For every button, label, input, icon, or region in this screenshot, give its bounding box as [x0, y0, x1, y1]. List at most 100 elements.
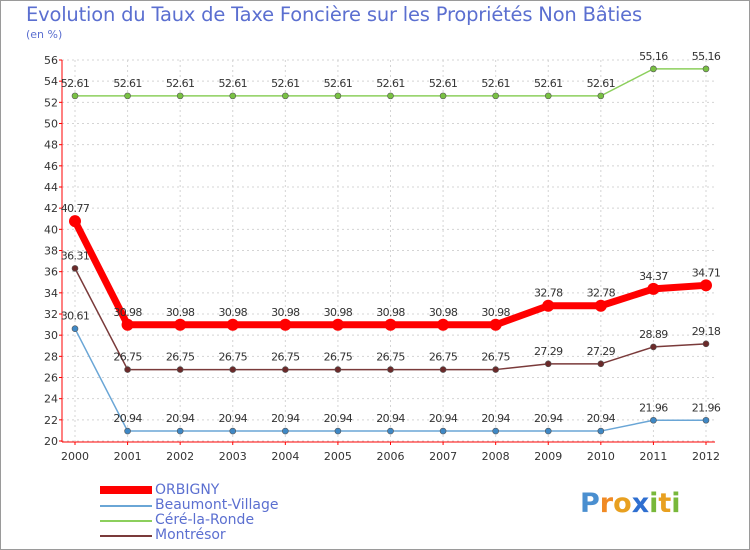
y-tick-label: 52 [44, 96, 58, 109]
data-label: 20.94 [534, 412, 563, 425]
data-label: 52.61 [61, 77, 90, 90]
x-tick-label: 2011 [639, 450, 667, 463]
data-point [492, 92, 499, 100]
x-tick-label: 2003 [219, 450, 247, 463]
data-label: 26.75 [113, 351, 142, 364]
data-point [647, 282, 660, 295]
data-label: 20.94 [324, 412, 353, 425]
data-label: 26.75 [166, 351, 195, 364]
data-point [176, 427, 184, 435]
data-point [226, 318, 239, 331]
legend-swatch-cere-la-ronde [100, 520, 152, 522]
data-point [124, 366, 131, 373]
data-point [387, 427, 394, 435]
data-point [700, 279, 712, 292]
data-point [439, 366, 447, 373]
data-label: 27.29 [587, 345, 616, 358]
y-tick-label: 24 [44, 393, 58, 406]
y-tick-label: 30 [44, 329, 58, 342]
y-tick-label: 42 [44, 202, 58, 215]
data-label: 52.61 [271, 77, 300, 90]
legend-label-montresor: Montrésor [155, 527, 226, 543]
data-point [124, 427, 131, 435]
x-tick-label: 2012 [692, 450, 720, 463]
legend-label-orbigny: ORBIGNY [155, 482, 220, 498]
y-tick-label: 50 [44, 118, 58, 131]
data-label: 29.18 [692, 325, 721, 338]
data-label: 30.98 [481, 306, 510, 319]
data-point [176, 366, 184, 373]
data-point [282, 427, 289, 435]
data-point [331, 318, 344, 331]
x-tick-label: 2005 [324, 450, 352, 463]
y-tick-label: 34 [44, 287, 58, 300]
y-tick-label: 20 [44, 435, 58, 448]
data-point [594, 299, 607, 312]
y-tick-label: 22 [44, 414, 58, 427]
data-label: 30.98 [376, 306, 405, 319]
data-point [279, 318, 292, 331]
data-label: 52.61 [429, 77, 458, 90]
data-point [71, 325, 79, 333]
data-point [229, 366, 237, 373]
legend-label-cere-la-ronde: Céré-la-Ronde [155, 512, 255, 528]
data-label: 55.16 [639, 50, 668, 63]
data-point [71, 265, 79, 272]
y-tick-label: 28 [44, 350, 58, 363]
data-label: 52.61 [376, 77, 405, 90]
logo-letter: o [613, 488, 632, 519]
data-label: 21.96 [692, 401, 721, 414]
data-label: 20.94 [166, 412, 195, 425]
data-point [597, 427, 605, 435]
data-label: 52.61 [534, 77, 563, 90]
y-tick-label: 40 [44, 223, 58, 236]
data-label: 26.75 [481, 351, 510, 364]
data-label: 20.94 [481, 412, 510, 425]
data-label: 20.94 [219, 412, 248, 425]
data-label: 20.94 [429, 412, 458, 425]
y-tick-label: 48 [44, 139, 58, 152]
chart-title: Evolution du Taux de Taxe Foncière sur l… [26, 3, 642, 26]
data-point [334, 366, 342, 373]
data-point [650, 343, 657, 351]
data-point [492, 366, 499, 373]
y-tick-label: 56 [44, 54, 58, 67]
data-label: 26.75 [219, 351, 248, 364]
y-tick-label: 36 [44, 266, 58, 279]
logo-letter: P [580, 488, 600, 519]
data-point [69, 215, 81, 228]
data-label: 52.61 [587, 77, 616, 90]
data-label: 20.94 [376, 412, 405, 425]
data-point [334, 92, 342, 100]
legend-swatch-montresor [100, 535, 152, 537]
data-point [544, 427, 552, 435]
data-label: 30.98 [113, 306, 142, 319]
data-point [439, 427, 447, 435]
data-point [229, 92, 237, 100]
data-point [229, 427, 237, 435]
data-label: 32.78 [534, 287, 563, 300]
data-label: 30.98 [271, 306, 300, 319]
data-point [650, 416, 657, 424]
y-tick-label: 38 [44, 245, 58, 258]
data-point [387, 366, 394, 373]
data-point [124, 92, 131, 100]
data-point [437, 318, 450, 331]
data-point [702, 65, 710, 73]
data-label: 26.75 [376, 351, 405, 364]
y-tick-label: 26 [44, 372, 58, 385]
data-point [650, 65, 657, 73]
x-tick-label: 2008 [482, 450, 510, 463]
data-label: 27.29 [534, 345, 563, 358]
data-label: 30.98 [166, 306, 195, 319]
data-label: 52.61 [166, 77, 195, 90]
data-label: 30.98 [429, 306, 458, 319]
data-label: 20.94 [587, 412, 616, 425]
x-tick-label: 2010 [587, 450, 615, 463]
data-label: 30.98 [324, 306, 353, 319]
data-point [71, 92, 79, 100]
data-point [492, 427, 499, 435]
data-label: 30.61 [61, 310, 90, 323]
